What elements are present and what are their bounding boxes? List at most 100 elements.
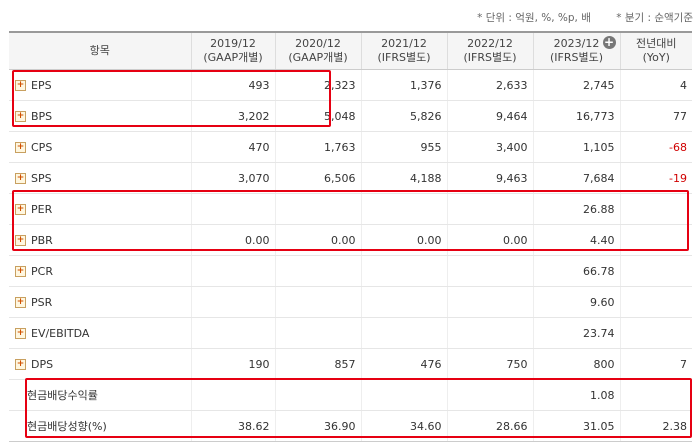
header-basis: (IFRS별도) [549,51,604,64]
row-label[interactable]: DPS [31,357,54,371]
value-cell [274,379,361,411]
header-basis: (GAAP개별) [288,51,348,64]
value-cell: 4,188 [360,162,447,194]
value-cell: 5,048 [274,100,361,132]
row-label-cell: 현금배당성향(%) [9,410,191,442]
expand-plus-icon[interactable]: + [15,359,26,370]
header-2022: 2022/12 (IFRS별도) [446,31,533,70]
value-cell: 9,464 [446,100,533,132]
row-label-cell[interactable]: + BPS [9,100,191,132]
header-period: 2022/12 [467,37,513,50]
header-2019: 2019/12 (GAAP개별) [190,31,275,70]
value-cell [360,255,447,287]
expand-plus-icon[interactable]: + [15,142,26,153]
value-cell: 38.62 [190,410,275,442]
value-cell: 955 [360,131,447,163]
yoy-cell: 7 [619,348,692,380]
value-cell [274,286,361,318]
table-row: + DPS 190 857 476 750 800 7 [9,348,692,380]
row-label-cell[interactable]: + PCR [9,255,191,287]
period-basis-note: * 분기 : 순액기준 [616,12,693,24]
value-cell: 31.05 [532,410,620,442]
row-label-cell[interactable]: + SPS [9,162,191,194]
expand-plus-icon[interactable]: + [15,328,26,339]
value-cell [190,317,275,349]
row-label-cell[interactable]: + PBR [9,224,191,256]
table-row: + EV/EBITDA 23.74 [9,317,692,349]
value-cell: 5,826 [360,100,447,132]
row-label: 현금배당성향(%) [27,420,107,433]
expand-plus-icon[interactable]: + [15,204,26,215]
yoy-cell: -68 [619,131,692,163]
value-cell: 3,070 [190,162,275,194]
value-cell: 2,323 [274,69,361,101]
value-cell: 2,745 [532,69,620,101]
table-row: + SPS 3,070 6,506 4,188 9,463 7,684 -19 [9,162,692,194]
value-cell: 1,763 [274,131,361,163]
row-label[interactable]: BPS [31,109,53,123]
header-basis: (GAAP개별) [203,51,263,64]
row-label[interactable]: EV/EBITDA [31,326,90,340]
value-cell: 0.00 [360,224,447,256]
value-cell [274,317,361,349]
yoy-cell: 2.38 [619,410,692,442]
row-label-cell[interactable]: + PSR [9,286,191,318]
value-cell: 26.88 [532,193,620,225]
table-row: + BPS 3,202 5,048 5,826 9,464 16,773 77 [9,100,692,132]
value-cell: 7,684 [532,162,620,194]
value-cell [446,286,533,318]
value-cell: 190 [190,348,275,380]
value-cell: 28.66 [446,410,533,442]
row-label[interactable]: PER [31,202,53,216]
value-cell [446,379,533,411]
units-note: * 단위 : 억원, %, %p, 배 * 분기 : 순액기준 [477,10,693,26]
row-label[interactable]: EPS [31,78,52,92]
value-cell: 3,400 [446,131,533,163]
header-2023: 2023/12 (IFRS별도) + [532,31,620,70]
row-label-cell[interactable]: + CPS [9,131,191,163]
row-label[interactable]: PCR [31,264,53,278]
value-cell: 16,773 [532,100,620,132]
yoy-cell: 77 [619,100,692,132]
value-cell [274,255,361,287]
row-label-cell[interactable]: + DPS [9,348,191,380]
value-cell: 34.60 [360,410,447,442]
expand-plus-icon[interactable]: + [15,111,26,122]
plus-circle-icon[interactable]: + [602,35,616,49]
value-cell: 6,506 [274,162,361,194]
value-cell [360,379,447,411]
row-label-cell[interactable]: + EPS [9,69,191,101]
header-yoy: 전년대비 (YoY) [619,31,692,70]
value-cell: 0.00 [190,224,275,256]
yoy-cell [619,193,692,225]
value-cell [190,255,275,287]
financial-ratio-table: 항목 2019/12 (GAAP개별) 2020/12 (GAAP개별) 202… [9,31,692,442]
expand-plus-icon[interactable]: + [15,173,26,184]
expand-plus-icon[interactable]: + [15,80,26,91]
yoy-cell [619,224,692,256]
header-2021: 2021/12 (IFRS별도) [360,31,447,70]
value-cell: 2,633 [446,69,533,101]
row-label[interactable]: CPS [31,140,53,154]
expand-plus-icon[interactable]: + [15,235,26,246]
value-cell: 36.90 [274,410,361,442]
value-cell: 493 [190,69,275,101]
expand-plus-icon[interactable]: + [15,297,26,308]
unit-note: * 단위 : 억원, %, %p, 배 [477,12,591,24]
row-label[interactable]: PSR [31,295,53,309]
header-yoy-label: 전년대비 [636,37,677,50]
row-label-cell[interactable]: + EV/EBITDA [9,317,191,349]
value-cell: 1,105 [532,131,620,163]
row-label-cell[interactable]: + PER [9,193,191,225]
row-label[interactable]: SPS [31,171,52,185]
row-label[interactable]: PBR [31,233,53,247]
value-cell: 857 [274,348,361,380]
table-row: + PCR 66.78 [9,255,692,287]
value-cell: 1,376 [360,69,447,101]
value-cell: 476 [360,348,447,380]
value-cell: 0.00 [274,224,361,256]
value-cell: 800 [532,348,620,380]
value-cell [360,193,447,225]
table-row: + PER 26.88 [9,193,692,225]
expand-plus-icon[interactable]: + [15,266,26,277]
